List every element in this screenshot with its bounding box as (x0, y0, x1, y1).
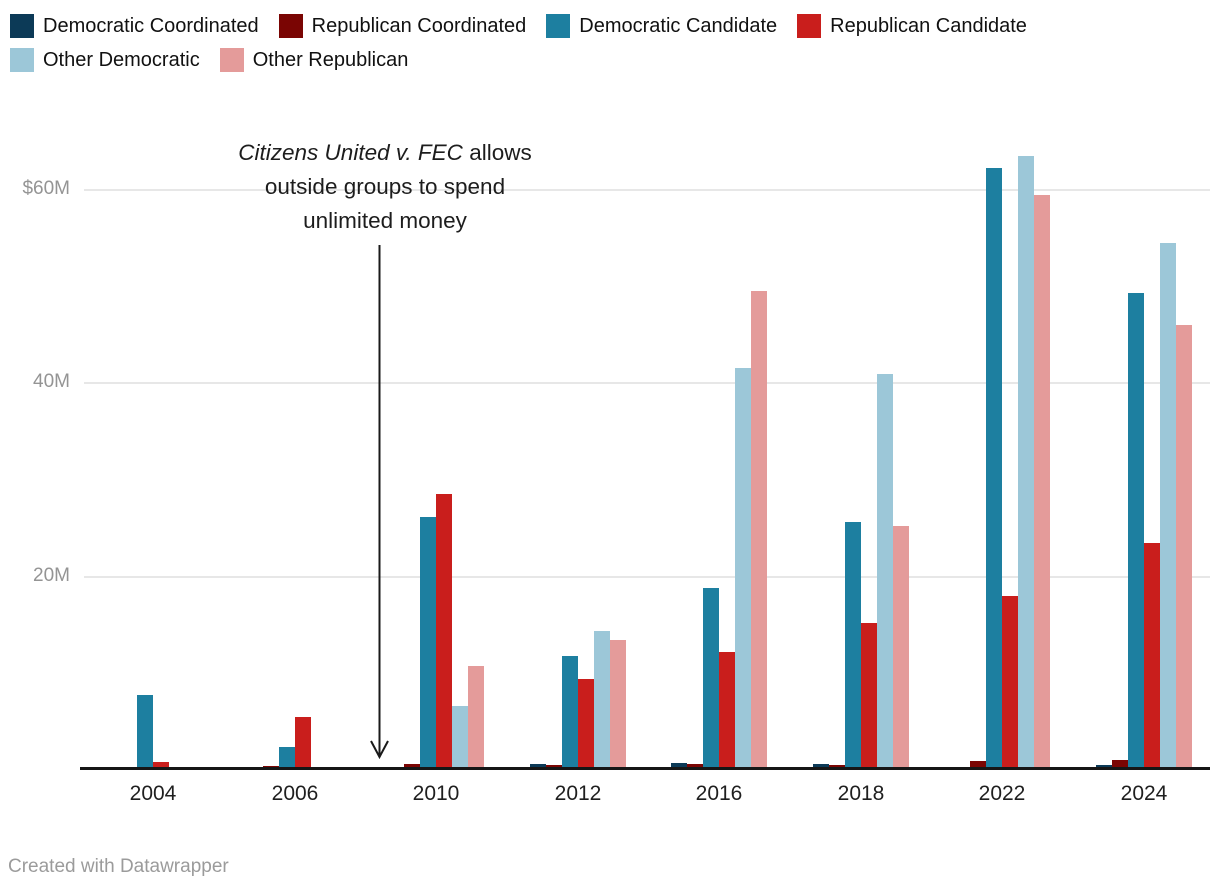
legend-label: Other Republican (252, 48, 409, 71)
bar-group-2006 (247, 717, 343, 768)
legend-item-democratic-coordinated: Democratic Coordinated (10, 14, 259, 38)
gridline-20m (84, 576, 1210, 578)
y-axis-tick-20m: 20M (33, 565, 70, 586)
bar-2016-other-democratic (735, 368, 751, 768)
x-axis-label-2024: 2024 (1120, 782, 1168, 805)
bar-2012-other-republican (610, 640, 626, 768)
legend-swatch-republican-candidate (797, 14, 822, 38)
bar-2018-democratic-coordinated (813, 764, 829, 768)
bar-2024-other-republican (1176, 325, 1192, 768)
annotation-citizens-united: Citizens United v. FEC allows outside gr… (185, 136, 585, 238)
legend-row-1: Democratic Coordinated Republican Coordi… (10, 14, 1027, 38)
legend-label: Democratic Candidate (579, 14, 778, 37)
bar-2012-republican-candidate (578, 679, 594, 768)
legend-label: Democratic Coordinated (43, 14, 259, 37)
x-axis-label-2010: 2010 (412, 782, 460, 805)
bar-2016-republican-coordinated (687, 764, 703, 768)
bar-2010-republican-candidate (436, 494, 452, 768)
bar-2018-democratic-candidate (845, 522, 861, 768)
legend-swatch-other-democratic (10, 48, 34, 72)
legend-row-2: Other Democratic Other Republican (10, 48, 1027, 72)
bar-2012-democratic-candidate (562, 656, 578, 768)
bar-2010-other-democratic (452, 706, 468, 768)
bar-2010-democratic-candidate (420, 517, 436, 768)
legend-swatch-other-republican (219, 48, 244, 72)
bar-group-2022 (954, 156, 1050, 768)
bar-2022-other-democratic (1018, 156, 1034, 768)
gridline-60m (84, 189, 1210, 191)
legend-label: Other Democratic (43, 48, 200, 71)
annotation-line3: unlimited money (303, 208, 467, 233)
annotation-line2: outside groups to spend (264, 174, 506, 199)
bar-2024-republican-coordinated (1112, 760, 1128, 768)
x-axis-line (80, 767, 1210, 770)
bar-2016-other-republican (751, 291, 767, 768)
bar-2018-other-republican (893, 526, 909, 768)
legend-item-democratic-candidate: Democratic Candidate (546, 14, 777, 38)
x-axis-label-2006: 2006 (271, 782, 319, 805)
x-axis-label-2018: 2018 (837, 782, 885, 805)
legend: Democratic Coordinated Republican Coordi… (10, 14, 1027, 72)
bar-2018-republican-candidate (861, 623, 877, 768)
bar-2004-republican-candidate (153, 762, 169, 768)
bar-2018-other-democratic (877, 374, 893, 768)
gridline-40m (84, 382, 1210, 384)
bar-2016-democratic-candidate (703, 588, 719, 768)
legend-item-republican-coordinated: Republican Coordinated (278, 14, 527, 38)
legend-label: Republican Candidate (830, 14, 1027, 37)
bar-2024-republican-candidate (1144, 543, 1160, 768)
x-axis-label-2012: 2012 (554, 782, 602, 805)
bar-2022-democratic-candidate (986, 168, 1002, 768)
bar-2006-democratic-candidate (279, 747, 295, 768)
legend-item-other-republican: Other Republican (219, 48, 409, 72)
bar-group-2004 (105, 695, 201, 768)
legend-item-republican-candidate: Republican Candidate (797, 14, 1027, 38)
bar-2024-democratic-candidate (1128, 293, 1144, 768)
bar-2022-republican-candidate (1002, 596, 1018, 768)
legend-swatch-democratic-candidate (546, 14, 571, 38)
bar-2016-republican-candidate (719, 652, 735, 768)
bar-2018-republican-coordinated (829, 765, 845, 768)
bar-2024-other-democratic (1160, 243, 1176, 768)
bar-2012-republican-coordinated (546, 765, 562, 768)
x-axis-label-2022: 2022 (978, 782, 1026, 805)
bar-2004-democratic-candidate (137, 695, 153, 768)
legend-label: Republican Coordinated (311, 14, 527, 37)
bar-group-2016 (671, 291, 767, 768)
y-axis-tick-60m: $60M (22, 178, 70, 199)
bar-2010-other-republican (468, 666, 484, 768)
legend-swatch-republican-coordinated (278, 14, 303, 38)
x-axis-label-2016: 2016 (695, 782, 743, 805)
bar-2012-democratic-coordinated (530, 764, 546, 768)
bar-2012-other-democratic (594, 631, 610, 768)
annotation-case-name: Citizens United v. FEC (238, 140, 463, 165)
bar-2022-republican-coordinated (970, 761, 986, 768)
bar-group-2018 (813, 374, 909, 768)
legend-item-other-democratic: Other Democratic (10, 48, 200, 72)
y-axis-tick-40m: 40M (33, 371, 70, 392)
bar-2022-other-republican (1034, 195, 1050, 768)
footer-credit: Created with Datawrapper (8, 856, 229, 877)
annotation-line1-rest: allows (462, 140, 532, 165)
bar-2016-democratic-coordinated (671, 763, 687, 768)
bar-group-2012 (530, 631, 626, 768)
bar-2010-republican-coordinated (404, 764, 420, 768)
bar-2006-republican-candidate (295, 717, 311, 768)
annotation-arrow-icon (370, 245, 389, 760)
bar-group-2010 (388, 494, 484, 768)
x-axis-label-2004: 2004 (129, 782, 177, 805)
legend-swatch-democratic-coordinated (10, 14, 34, 38)
bar-group-2024 (1096, 243, 1192, 768)
bar-2024-democratic-coordinated (1096, 765, 1112, 768)
